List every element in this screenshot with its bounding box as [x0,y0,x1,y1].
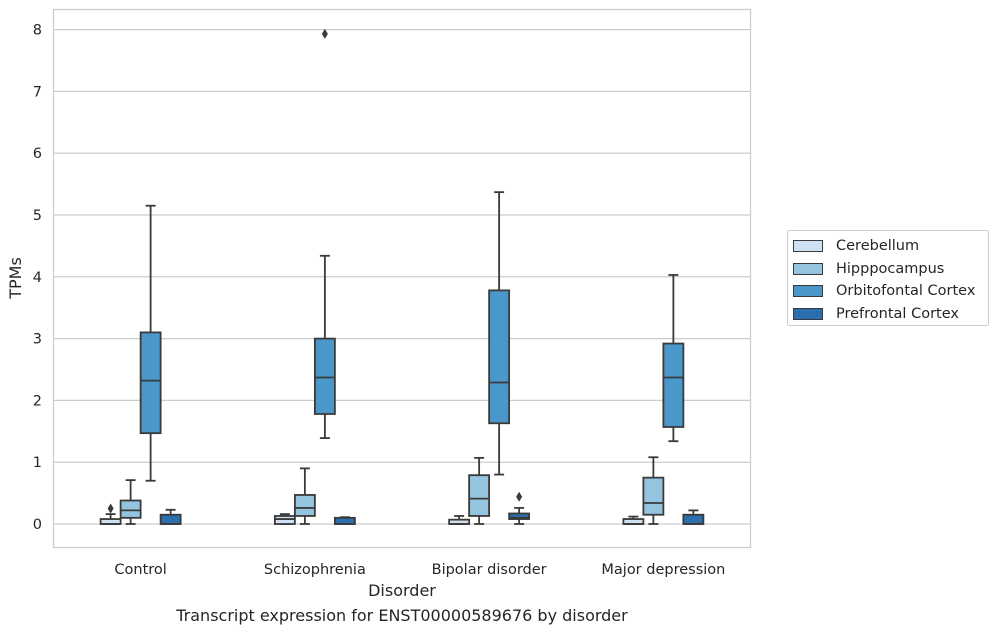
legend-item-hippocampus: Hipppocampus [793,258,988,281]
box-iqr [662,342,685,428]
legend-label: Hipppocampus [836,260,945,277]
box-iqr [119,499,142,519]
y-tick-labels: 0 1 2 3 4 5 6 7 8 [33,23,42,533]
box-3-0 [159,508,182,525]
legend: Cerebellum Hipppocampus Orbitofontal Cor… [787,230,989,326]
outlier-point [321,28,328,39]
box-0-2 [448,515,471,525]
box-iqr [293,494,316,517]
legend-swatch [793,307,823,320]
grid-lines [53,28,751,525]
y-tick-label: 4 [33,270,42,286]
x-tick-label: Control [114,562,166,578]
y-tick-label: 3 [33,332,42,348]
chart-title: Transcript expression for ENST0000058967… [176,606,628,625]
box-iqr [468,474,491,517]
box-1-1 [293,467,316,525]
y-tick-label: 1 [33,455,42,471]
y-tick-label: 6 [33,146,42,162]
box-iqr [508,512,531,520]
x-tick-label: Major depression [601,562,725,578]
box-series [99,28,705,525]
box-2-0 [139,204,162,482]
y-tick-label: 7 [33,84,42,100]
box-3-1 [333,516,356,525]
box-iqr [313,337,336,415]
legend-label: Prefrontal Cortex [836,305,959,322]
box-2-3 [662,274,685,443]
y-tick-label: 8 [33,23,42,39]
legend-item-orbitofrontal-cortex: Orbitofontal Cortex [793,280,988,303]
legend-label: Cerebellum [836,238,920,255]
box-iqr [139,331,162,435]
outlier-point [107,503,114,514]
legend-swatch [793,262,823,275]
legend-label: Orbitofontal Cortex [836,283,976,300]
box-3-2 [508,491,531,525]
x-tick-labels: Control Schizophrenia Bipolar disorder Majo… [114,562,725,578]
legend-swatch [793,285,823,298]
y-axis-label: TPMs [6,257,25,300]
box-iqr [273,515,296,525]
x-tick-label: Schizophrenia [264,562,366,578]
outlier-point [516,491,523,502]
legend-item-prefrontal-cortex: Prefrontal Cortex [793,303,988,326]
box-0-3 [622,515,645,525]
box-iqr [488,289,511,425]
box-0-1 [273,513,296,525]
box-1-2 [468,456,491,525]
box-0-0 [99,503,122,525]
box-iqr [159,513,182,525]
x-tick-label: Bipolar disorder [432,562,547,578]
box-1-0 [119,479,142,525]
legend-item-cerebellum: Cerebellum [793,235,988,258]
plot-frame [52,8,752,549]
box-2-2 [488,191,511,476]
box-iqr [333,516,356,525]
y-tick-label: 0 [33,517,42,533]
box-2-1 [313,28,336,439]
y-tick-label: 5 [33,208,42,224]
box-1-3 [642,456,665,525]
box-iqr [682,513,705,525]
box-iqr [642,476,665,516]
x-axis-label: Disorder [368,581,436,600]
box-3-3 [682,509,705,525]
legend-swatch [793,240,823,253]
y-tick-label: 2 [33,393,42,409]
